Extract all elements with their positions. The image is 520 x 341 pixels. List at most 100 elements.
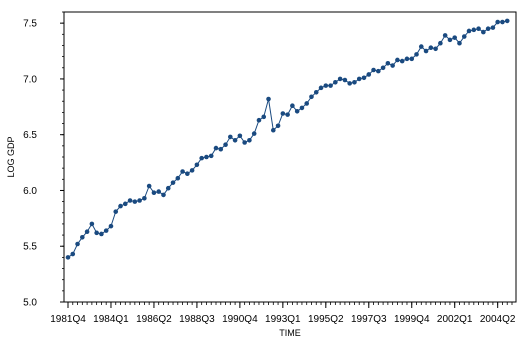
data-point-70 — [399, 58, 405, 64]
data-point-21 — [165, 185, 171, 191]
data-point-66 — [380, 65, 386, 71]
data-point-75 — [423, 48, 429, 54]
data-point-87 — [481, 29, 486, 35]
data-point-17 — [146, 183, 152, 189]
data-point-59 — [347, 81, 352, 86]
data-point-15 — [137, 198, 142, 203]
data-point-13 — [127, 198, 133, 203]
x-axis: 1981Q4 1984Q1 1986Q2 1988Q3 1990Q4 1993Q1 1995… — [50, 302, 516, 325]
data-point-91 — [500, 19, 505, 25]
data-point-63 — [366, 72, 372, 77]
data-point-0 — [65, 255, 71, 260]
data-point-40 — [256, 117, 262, 123]
data-point-35 — [232, 137, 238, 143]
data-point-46 — [285, 112, 290, 117]
x-tick-label-10: 2004Q2 — [480, 314, 516, 325]
data-point-16 — [142, 195, 147, 201]
data-point-78 — [438, 40, 443, 46]
data-point-24 — [180, 169, 185, 174]
x-tick-label-2: 1986Q2 — [136, 314, 172, 325]
data-point-90 — [495, 19, 500, 25]
data-point-65 — [376, 68, 381, 74]
data-point-55 — [328, 83, 333, 88]
data-point-71 — [404, 56, 410, 62]
data-point-14 — [132, 199, 138, 204]
data-point-48 — [294, 108, 300, 114]
data-point-22 — [170, 180, 176, 185]
x-axis-title: TIME — [279, 328, 301, 338]
data-point-42 — [266, 96, 271, 102]
data-point-85 — [471, 27, 477, 33]
data-point-52 — [313, 90, 319, 95]
data-point-3 — [80, 235, 85, 240]
data-point-27 — [194, 162, 200, 168]
data-point-37 — [242, 140, 247, 145]
data-point-56 — [333, 79, 338, 85]
y-tick-label-2: 6.0 — [23, 186, 37, 197]
x-tick-label-0: 1981Q4 — [50, 314, 86, 325]
data-point-57 — [337, 76, 343, 82]
x-tick-label-9: 2002Q1 — [437, 314, 473, 325]
data-point-23 — [175, 175, 181, 181]
data-point-86 — [476, 26, 481, 32]
data-point-5 — [89, 221, 95, 227]
data-point-8 — [103, 228, 109, 233]
y-axis: 5.0 5.5 6.0 6.5 7.0 7.5 — [23, 11, 64, 309]
data-point-88 — [485, 26, 491, 32]
y-tick-label-0: 5.0 — [23, 298, 37, 309]
data-point-9 — [108, 223, 114, 229]
series-layer — [65, 18, 510, 260]
data-point-89 — [490, 25, 496, 30]
y-axis-title: LOG GDP — [6, 136, 16, 177]
data-point-6 — [94, 230, 99, 236]
data-point-18 — [151, 190, 157, 195]
data-point-64 — [371, 67, 376, 73]
data-point-68 — [390, 63, 395, 68]
data-point-81 — [452, 35, 458, 40]
data-point-28 — [199, 155, 204, 161]
x-tick-label-7: 1997Q3 — [351, 314, 387, 325]
data-point-4 — [84, 229, 90, 235]
data-point-49 — [299, 105, 305, 111]
data-point-43 — [270, 127, 276, 133]
data-point-44 — [275, 123, 281, 129]
data-point-12 — [122, 201, 128, 207]
data-point-72 — [409, 56, 415, 62]
data-point-11 — [118, 203, 123, 209]
data-point-32 — [218, 146, 224, 152]
y-tick-label-1: 5.5 — [23, 242, 37, 253]
data-point-1 — [70, 251, 76, 257]
x-tick-label-5: 1993Q1 — [265, 314, 301, 325]
data-point-76 — [428, 45, 434, 50]
data-point-60 — [352, 79, 357, 85]
data-point-47 — [290, 103, 295, 108]
data-point-58 — [342, 77, 348, 83]
data-point-25 — [185, 171, 190, 177]
series-line-0 — [67, 20, 508, 258]
data-point-29 — [204, 154, 209, 160]
data-point-82 — [457, 40, 462, 46]
data-point-61 — [356, 76, 362, 82]
x-tick-label-6: 1995Q2 — [308, 314, 344, 325]
y-tick-label-4: 7.0 — [23, 74, 37, 85]
data-point-39 — [251, 131, 257, 136]
data-point-41 — [261, 114, 267, 120]
data-point-83 — [461, 34, 467, 39]
plot-frame — [63, 11, 517, 303]
data-point-77 — [433, 46, 438, 52]
data-point-7 — [99, 231, 104, 237]
y-tick-label-3: 6.5 — [23, 130, 37, 141]
data-point-54 — [323, 83, 329, 88]
x-tick-label-1: 1984Q1 — [93, 314, 129, 325]
data-point-51 — [309, 94, 314, 100]
data-point-33 — [223, 142, 228, 148]
data-point-26 — [189, 168, 195, 173]
data-point-31 — [213, 145, 219, 151]
data-point-69 — [395, 57, 400, 63]
data-point-50 — [304, 101, 310, 106]
data-point-36 — [237, 133, 243, 139]
data-point-62 — [361, 75, 367, 81]
data-point-30 — [208, 153, 214, 159]
data-point-20 — [161, 192, 166, 198]
